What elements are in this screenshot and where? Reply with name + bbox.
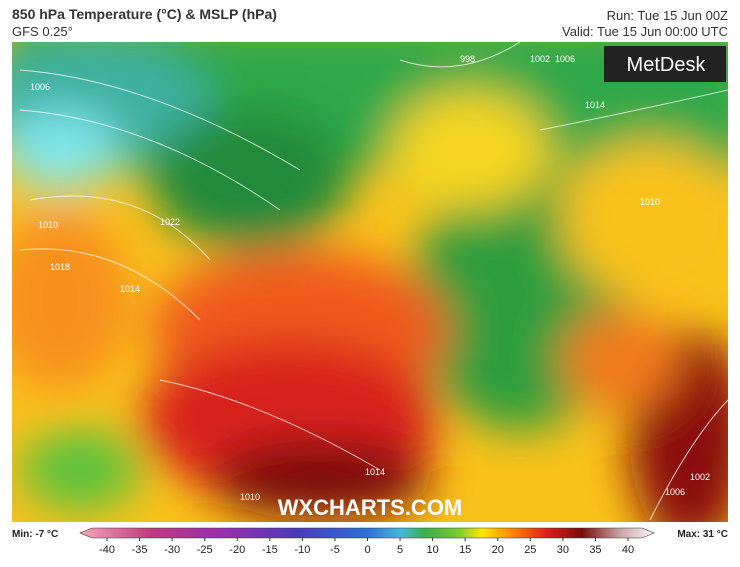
colorbar-tick-label: -5 — [330, 544, 340, 556]
colorbar-tick-label: 0 — [364, 544, 370, 556]
isobar-label: 1010 — [38, 220, 58, 230]
colorbar-tick-label: -30 — [164, 544, 180, 556]
colorbar-tick-label: -40 — [99, 544, 115, 556]
colorbar-tick-label: 10 — [427, 544, 439, 556]
max-label: Max: 31 °C — [677, 529, 728, 540]
isobars — [19, 42, 728, 521]
isobar-label: 1006 — [555, 54, 575, 64]
isobar-label: 1006 — [30, 82, 50, 92]
title: 850 hPa Temperature (°C) & MSLP (hPa) — [12, 6, 277, 22]
isobar-label: 1018 — [50, 262, 70, 272]
colorbar-tick-label: -25 — [197, 544, 213, 556]
min-label: Min: -7 °C — [12, 529, 58, 540]
colorbar-tick-label: -35 — [132, 544, 148, 556]
colorbar-tick-label: -20 — [229, 544, 245, 556]
colorbar-tick-label: 35 — [589, 544, 601, 556]
colorbar-tick-label: 5 — [397, 544, 403, 556]
colorbar-tick-label: 40 — [622, 544, 634, 556]
logo: MetDesk — [627, 54, 707, 76]
isobar-label: 1014 — [365, 467, 385, 477]
isobar-label: 1002 — [530, 54, 550, 64]
colorbar — [79, 527, 655, 539]
isobar-label: 1006 — [665, 487, 685, 497]
run: Run: Tue 15 Jun 00Z — [606, 8, 728, 23]
isobar-label: 1014 — [585, 100, 605, 110]
isobar-label: 1010 — [640, 197, 660, 207]
colorbar-tick-label: 20 — [492, 544, 504, 556]
colorbar-tick-label: 25 — [524, 544, 536, 556]
watermark: WXCHARTS.COM — [278, 495, 463, 520]
colorbar-ticks: -40 -35 -30 -25 -20 -15 -10 -5 0 5 10 15 20 25 30 35 40 — [99, 538, 634, 556]
isobar-label: 1022 — [160, 217, 180, 227]
colorbar-tick-label: 15 — [459, 544, 471, 556]
colorbar-tick-label: 30 — [557, 544, 569, 556]
isobar-label: 998 — [460, 54, 475, 64]
colorbar-tick-label: -10 — [294, 544, 310, 556]
isobar-label: 1014 — [120, 284, 140, 294]
isobar-label: 1002 — [690, 472, 710, 482]
isobar-label-group: 1006 1010 1018 1022 1014 998 1002 1006 1014 1010 1… — [30, 54, 710, 502]
isobar-label: 1010 — [240, 492, 260, 502]
logo-box — [604, 46, 726, 82]
valid: Valid: Tue 15 Jun 00:00 UTC — [562, 24, 728, 39]
colorbar-tick-label: -15 — [262, 544, 278, 556]
model: GFS 0.25° — [12, 24, 73, 39]
temperature-field — [12, 42, 728, 522]
